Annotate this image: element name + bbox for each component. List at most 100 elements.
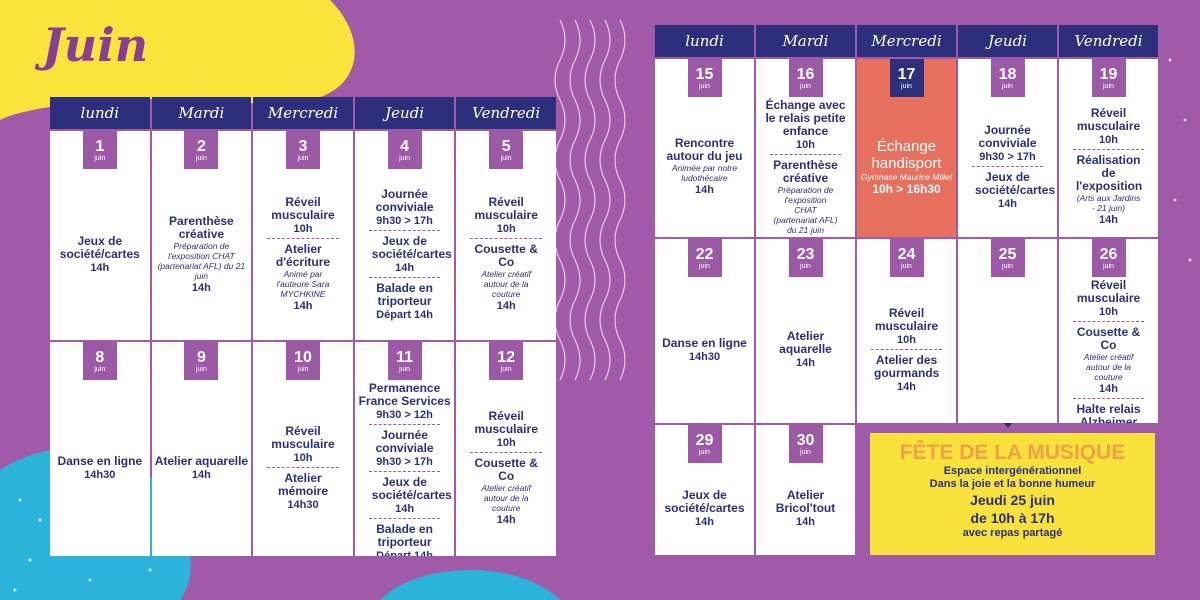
event: Réveil musculaire 10h bbox=[456, 408, 556, 452]
day-number: 26 bbox=[1099, 246, 1118, 263]
day-cell: 2 juin Parenthèse créative Préparation de l… bbox=[151, 131, 252, 340]
event-time: 14h bbox=[395, 261, 415, 274]
event-time: 10h bbox=[796, 139, 815, 151]
day-cell: 18 juin Journée conviviale 9h30 > 17h Jeux d… bbox=[958, 59, 1057, 237]
festival-line: Dans la joie et la bonne humeur bbox=[929, 478, 1096, 490]
day-number: 25 bbox=[998, 246, 1017, 263]
month-abbr: juin bbox=[94, 155, 106, 162]
event-title: Jeux de société/cartes bbox=[975, 169, 1056, 197]
month-abbr: juin bbox=[297, 366, 309, 373]
day-number: 1 bbox=[95, 138, 105, 155]
event-note: Atelier créatif autour de la couture bbox=[1083, 352, 1134, 382]
weekday-header: Mercredi bbox=[857, 25, 956, 57]
day-badge: 22 juin bbox=[687, 239, 722, 277]
events: Réveil musculaire 10h Cousette & Co Atelier… bbox=[456, 380, 556, 556]
event: Jeux de société/cartes 14h bbox=[368, 229, 452, 277]
month-abbr: juin bbox=[1103, 83, 1114, 90]
event: Journée conviviale 9h30 > 17h bbox=[355, 186, 455, 230]
event-title: Parenthèse créative bbox=[169, 213, 234, 241]
weekday-header: Vendredi bbox=[1059, 25, 1158, 57]
event: Danse en ligne 14h30 bbox=[655, 335, 754, 366]
weekday-header: lundi bbox=[655, 25, 754, 57]
day-badge: 15 juin bbox=[687, 59, 722, 97]
event-title: Atelier des gourmands bbox=[874, 352, 940, 380]
event: Cousette & Co Atelier créatif autour de l… bbox=[1073, 321, 1144, 398]
month-abbr: juin bbox=[800, 83, 811, 90]
event: Atelier aquarelle 14h bbox=[756, 328, 855, 372]
event-title: Journée conviviale bbox=[375, 428, 434, 455]
day-badge: 10 juin bbox=[285, 342, 320, 380]
events bbox=[958, 277, 1057, 423]
event: Réveil musculaire 10h bbox=[253, 194, 353, 238]
day-badge: 17 juin bbox=[889, 59, 924, 97]
day-badge: 8 juin bbox=[82, 342, 117, 380]
event: Permanence France Services 9h30 > 12h bbox=[355, 380, 455, 424]
event-time: Départ 14h bbox=[376, 550, 434, 556]
weekday-header: Vendredi bbox=[456, 97, 556, 129]
day-cell: 3 juin Réveil musculaire 10h Atelier d'écrit… bbox=[253, 131, 353, 340]
day-cell: 11 juin Permanence France Services 9h30 > 1… bbox=[354, 342, 455, 556]
events: Journée conviviale 9h30 > 17h Jeux de soci… bbox=[958, 97, 1057, 237]
event: Balade en triporteur Départ 14h bbox=[368, 276, 441, 324]
day-badge: 30 juin bbox=[788, 425, 823, 463]
event-time: 14h bbox=[796, 516, 815, 528]
event-title: Réveil musculaire bbox=[271, 195, 335, 222]
month-abbr: juin bbox=[500, 366, 512, 373]
festival-date: Jeudi 25 juin bbox=[970, 492, 1055, 508]
events: Jeux de société/cartes 14h bbox=[655, 463, 754, 555]
day-badge: 5 juin bbox=[489, 131, 524, 169]
event-title: Réalisation de l'exposition bbox=[1076, 153, 1143, 193]
event-title: Réveil musculaire bbox=[874, 305, 939, 333]
month-abbr: juin bbox=[699, 263, 710, 270]
event-title: Jeux de société/cartes bbox=[59, 233, 140, 261]
event-note: Animée par notre ludothécaire bbox=[671, 163, 738, 183]
event: Jeux de société/cartes 14h bbox=[972, 165, 1056, 213]
event-time: 10h bbox=[897, 333, 916, 346]
events: Parenthèse créative Préparation de l'expo… bbox=[152, 169, 252, 340]
festival-title: FÊTE DE LA MUSIQUE bbox=[899, 441, 1126, 464]
event-time: 14h bbox=[773, 235, 838, 237]
event-time: 10h bbox=[496, 436, 516, 449]
event-title: Atelier mémoire bbox=[277, 470, 328, 498]
day-number: 12 bbox=[497, 349, 516, 366]
day-cell: 23 juin Atelier aquarelle 14h bbox=[756, 239, 855, 423]
event-time: 14h bbox=[496, 300, 516, 312]
event: Réveil musculaire 10h bbox=[1059, 105, 1158, 149]
event-time: 14h bbox=[796, 357, 815, 369]
events: Réveil musculaire 10h Atelier des gourmand… bbox=[857, 277, 956, 423]
events: Atelier Bricol'tout 14h bbox=[756, 463, 855, 555]
day-cell: 16 juin Échange avec le relais petite enfa… bbox=[756, 59, 855, 237]
day-cell: 5 juin Réveil musculaire 10h Cousette & Co At… bbox=[456, 131, 556, 340]
day-number: 30 bbox=[796, 432, 815, 449]
month-abbr: juin bbox=[94, 366, 106, 373]
day-number: 17 bbox=[897, 66, 916, 83]
event-time: 14h bbox=[1099, 383, 1118, 395]
event: Réalisation de l'exposition (Arts aux Jar… bbox=[1073, 149, 1144, 229]
event-time: 14h bbox=[191, 281, 211, 294]
day-badge: 16 juin bbox=[788, 59, 823, 97]
weekday-header: Mercredi bbox=[253, 97, 353, 129]
event-time: 9h30 > 17h bbox=[376, 214, 433, 227]
event-time: 10h bbox=[1099, 134, 1118, 146]
day-cell: 10 juin Réveil musculaire 10h Atelier mémoir… bbox=[253, 342, 353, 556]
day-cell: 1 juin Jeux de société/cartes 14h bbox=[50, 131, 150, 340]
event-title: Parenthèse créative bbox=[773, 158, 838, 185]
day-number: 15 bbox=[695, 66, 714, 83]
day-cell: 17 juin Échange handisport Gymnase Maurice … bbox=[857, 59, 956, 237]
festival-line: Espace intergénérationnel bbox=[943, 465, 1082, 477]
day-number: 2 bbox=[196, 138, 206, 155]
event-time: 14h bbox=[695, 184, 714, 196]
event-time: 14h30 bbox=[688, 350, 721, 363]
event-time: 14h bbox=[1099, 214, 1118, 226]
day-badge: 26 juin bbox=[1091, 239, 1126, 277]
month-abbr: juin bbox=[699, 449, 710, 456]
events: Réveil musculaire 10h Cousette & Co Atelier… bbox=[456, 169, 556, 340]
event-title: Jeux de société/cartes bbox=[371, 233, 452, 261]
day-number: 18 bbox=[998, 66, 1017, 83]
event-note: Gymnase Maurice Millet bbox=[860, 172, 953, 182]
event: Halte relais Alzheimer14h bbox=[1073, 398, 1144, 423]
month-abbr: juin bbox=[800, 449, 811, 456]
event: Atelier aquarelle 14h bbox=[152, 453, 252, 484]
day-badge: 11 juin bbox=[387, 342, 422, 380]
event-title: Danse en ligne bbox=[57, 453, 143, 468]
